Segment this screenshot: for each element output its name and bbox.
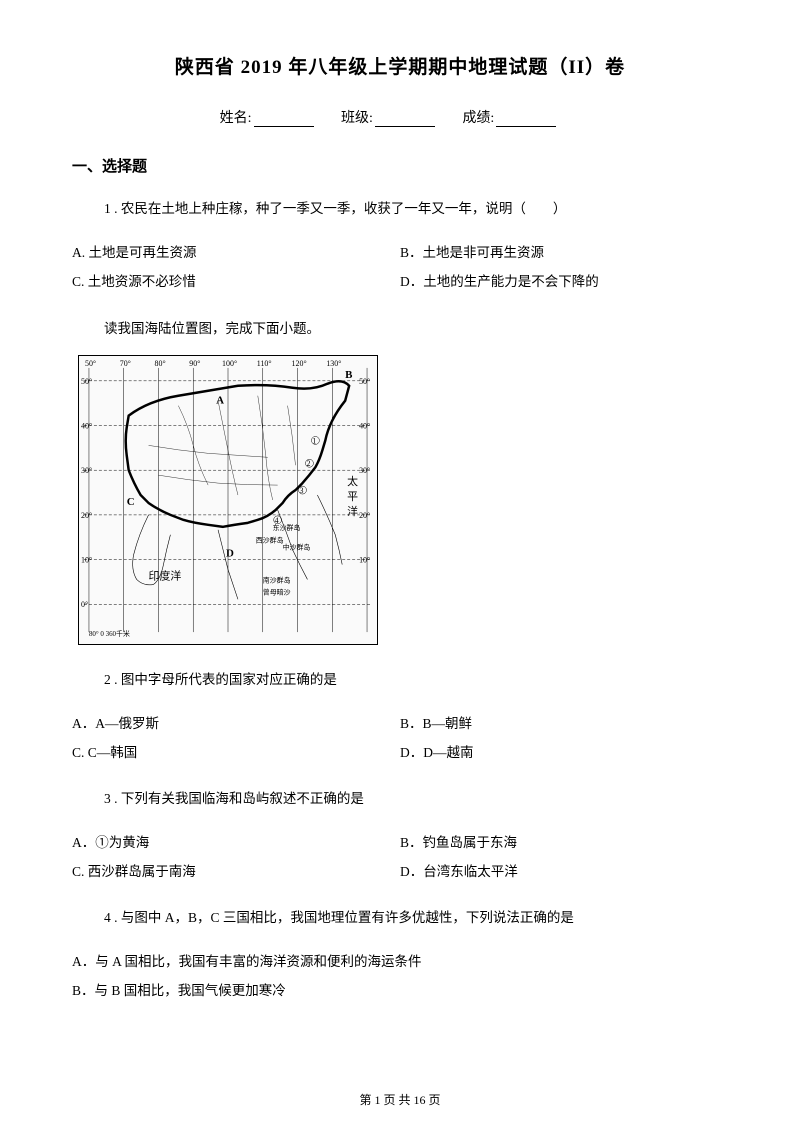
svg-text:120°: 120°	[292, 359, 307, 368]
svg-text:30°: 30°	[81, 466, 92, 475]
svg-text:太: 太	[347, 475, 358, 488]
svg-text:印度洋: 印度洋	[149, 568, 182, 582]
option-d: D．D—越南	[400, 738, 728, 768]
question-1: 1 . 农民在土地上种庄稼，种了一季又一季，收获了一年又一年，说明（ ）	[72, 198, 728, 220]
svg-text:50°: 50°	[81, 377, 92, 386]
svg-text:80°: 80°	[155, 359, 166, 368]
svg-text:2: 2	[306, 459, 310, 468]
page-title: 陕西省 2019 年八年级上学期期中地理试题（II）卷	[72, 52, 728, 79]
option-b: B．钓鱼岛属于东海	[400, 828, 728, 858]
option-d: D．土地的生产能力是不会下降的	[400, 267, 728, 297]
map-svg: 50° 70° 80° 90° 100° 110° 120° 130° 50° …	[79, 356, 377, 644]
class-label: 班级:	[341, 111, 373, 126]
student-info-line: 姓名: 班级: 成绩:	[72, 107, 728, 127]
svg-text:4: 4	[275, 516, 279, 525]
question-2-options: A．A—俄罗斯 B．B—朝鲜 C. C—韩国 D．D—越南	[72, 709, 728, 768]
svg-text:南沙群岛: 南沙群岛	[263, 575, 291, 584]
section-title: 一、选择题	[72, 155, 728, 176]
option-b: B．B—朝鲜	[400, 709, 728, 739]
svg-text:西沙群岛: 西沙群岛	[256, 536, 284, 545]
svg-text:30°: 30°	[359, 466, 370, 475]
svg-text:洋: 洋	[347, 504, 358, 518]
svg-text:80° 0 360千米: 80° 0 360千米	[89, 629, 130, 638]
option-a: A. 土地是可再生资源	[72, 238, 400, 268]
option-a: A．与 A 国相比，我国有丰富的海洋资源和便利的海运条件	[72, 947, 728, 977]
svg-text:70°: 70°	[120, 359, 131, 368]
svg-text:110°: 110°	[257, 359, 272, 368]
svg-text:10°: 10°	[359, 556, 370, 565]
option-a: A．①为黄海	[72, 828, 400, 858]
name-label: 姓名:	[220, 111, 252, 126]
option-b: B．与 B 国相比，我国气候更加寒冷	[72, 976, 728, 1006]
option-c: C. 西沙群岛属于南海	[72, 857, 400, 887]
question-2: 2 . 图中字母所代表的国家对应正确的是	[72, 669, 728, 691]
svg-text:100°: 100°	[222, 359, 237, 368]
name-blank[interactable]	[254, 113, 314, 127]
svg-text:20°: 20°	[359, 511, 370, 520]
question-1-options: A. 土地是可再生资源 B．土地是非可再生资源 C. 土地资源不必珍惜 D．土地…	[72, 238, 728, 297]
question-3-options: A．①为黄海 B．钓鱼岛属于东海 C. 西沙群岛属于南海 D．台湾东临太平洋	[72, 828, 728, 887]
svg-text:B: B	[345, 369, 352, 381]
question-4-options: A．与 A 国相比，我国有丰富的海洋资源和便利的海运条件 B．与 B 国相比，我…	[72, 947, 728, 1006]
option-c: C. 土地资源不必珍惜	[72, 267, 400, 297]
svg-text:曾母暗沙: 曾母暗沙	[263, 587, 291, 596]
svg-text:20°: 20°	[81, 511, 92, 520]
svg-text:3: 3	[300, 486, 304, 495]
svg-text:1: 1	[312, 436, 316, 445]
svg-text:40°: 40°	[359, 421, 370, 430]
map-intro: 读我国海陆位置图，完成下面小题。	[72, 317, 728, 337]
svg-text:A: A	[216, 395, 224, 407]
svg-text:50°: 50°	[85, 359, 96, 368]
score-label: 成绩:	[462, 111, 494, 126]
china-map: 50° 70° 80° 90° 100° 110° 120° 130° 50° …	[78, 355, 378, 645]
svg-text:中沙群岛: 中沙群岛	[283, 543, 311, 552]
score-blank[interactable]	[496, 113, 556, 127]
option-a: A．A—俄罗斯	[72, 709, 400, 739]
svg-text:10°: 10°	[81, 556, 92, 565]
option-d: D．台湾东临太平洋	[400, 857, 728, 887]
svg-text:50°: 50°	[359, 377, 370, 386]
svg-text:C: C	[127, 496, 135, 508]
svg-text:D: D	[226, 548, 234, 560]
option-c: C. C—韩国	[72, 738, 400, 768]
svg-text:0°: 0°	[81, 600, 88, 609]
question-4: 4 . 与图中 A，B，C 三国相比，我国地理位置有许多优越性，下列说法正确的是	[72, 907, 728, 929]
class-blank[interactable]	[375, 113, 435, 127]
option-b: B．土地是非可再生资源	[400, 238, 728, 268]
svg-text:130°: 130°	[326, 359, 341, 368]
svg-text:90°: 90°	[189, 359, 200, 368]
question-3: 3 . 下列有关我国临海和岛屿叙述不正确的是	[72, 788, 728, 810]
svg-text:平: 平	[347, 491, 358, 503]
page-footer: 第 1 页 共 16 页	[0, 1091, 800, 1108]
svg-text:40°: 40°	[81, 421, 92, 430]
